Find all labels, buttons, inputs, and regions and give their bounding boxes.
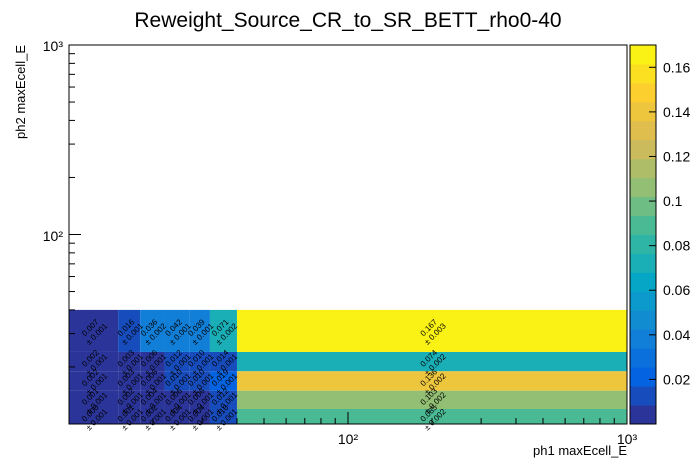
heatmap-cell xyxy=(164,390,190,409)
colorbar-band xyxy=(630,196,656,217)
y-tick-label: 10² xyxy=(43,228,64,244)
heatmap-cell xyxy=(164,309,190,352)
colorbar-band xyxy=(630,329,656,349)
heatmap-cell xyxy=(164,408,190,424)
colorbar-band xyxy=(630,348,656,368)
colorbar-band xyxy=(630,177,656,198)
heatmap-cell xyxy=(209,408,237,424)
colorbar-tick-label: 0.04 xyxy=(663,327,690,343)
y-tick-labels: 10² 10³ xyxy=(43,38,64,244)
colorbar-band xyxy=(630,82,656,103)
heatmap-cell xyxy=(209,309,237,352)
heatmap-cell xyxy=(69,390,119,409)
heatmap-cell xyxy=(118,351,141,372)
heatmap-cell xyxy=(164,351,190,372)
colorbar-tick-label: 0.1 xyxy=(663,193,683,209)
heatmap-cell xyxy=(236,390,627,409)
colorbar-tick-label: 0.08 xyxy=(663,238,690,254)
x-axis-label: ph1 maxEcell_E xyxy=(533,443,627,458)
colorbar-band xyxy=(630,215,656,235)
heatmap-cell xyxy=(118,390,141,409)
heatmap-cell xyxy=(118,309,141,352)
colorbar xyxy=(630,45,656,425)
colorbar-tick-label: 0.06 xyxy=(663,282,690,298)
colorbar-band xyxy=(630,405,656,425)
colorbar-band xyxy=(630,234,656,254)
heatmap-cell xyxy=(209,371,237,391)
heatmap-cell xyxy=(118,371,141,391)
colorbar-band xyxy=(630,139,656,160)
heatmap-cell xyxy=(236,351,627,372)
heatmap-cell xyxy=(236,371,627,391)
heatmap-cell xyxy=(140,390,165,409)
heatmap-cell xyxy=(236,408,627,424)
y-axis-label: ph2 maxEcell_E xyxy=(13,45,28,139)
heatmap-cell xyxy=(189,408,210,424)
heatmap-cell xyxy=(209,351,237,372)
x-tick-label: 10² xyxy=(338,431,359,447)
colorbar-band xyxy=(630,63,656,84)
heatmap-cell xyxy=(189,351,210,372)
colorbar-tick-label: 0.12 xyxy=(663,148,690,164)
colorbar-band xyxy=(630,386,656,406)
heatmap-cell xyxy=(189,371,210,391)
heatmap-cell xyxy=(236,309,627,352)
colorbar-band xyxy=(630,310,656,330)
heatmap-cell xyxy=(118,408,141,424)
heatmap-cell xyxy=(69,408,119,424)
axis-ticks xyxy=(68,44,628,425)
heatmap-cell xyxy=(209,390,237,409)
colorbar-band xyxy=(630,291,656,311)
x-tick-labels: 10² 10³ xyxy=(338,431,638,447)
colorbar-band xyxy=(630,45,656,65)
heatmap-cell xyxy=(140,309,165,352)
heatmap-cell xyxy=(140,408,165,424)
heatmap-cell xyxy=(189,390,210,409)
colorbar-band xyxy=(630,272,656,292)
heatmap-cells xyxy=(69,309,627,424)
heatmap-cell xyxy=(189,309,210,352)
y-tick-label: 10³ xyxy=(43,38,64,54)
heatmap-cell xyxy=(140,371,165,391)
colorbar-band xyxy=(630,253,656,273)
colorbar-band xyxy=(630,367,656,387)
colorbar-frame xyxy=(629,44,657,425)
colorbar-ticks: 0.02 0.04 0.06 0.08 0.1 0.12 0.14 0.16 xyxy=(649,59,690,387)
chart-title: Reweight_Source_CR_to_SR_BETT_rho0-40 xyxy=(134,9,561,32)
colorbar-tick-label: 0.02 xyxy=(663,371,690,387)
colorbar-band xyxy=(630,101,656,122)
heatmap-cell xyxy=(140,351,165,372)
colorbar-band xyxy=(630,120,656,141)
heatmap-cell xyxy=(69,351,119,372)
heatmap-cell xyxy=(69,371,119,391)
heatmap-cell xyxy=(69,309,119,352)
heatmap-cell xyxy=(164,371,190,391)
colorbar-tick-label: 0.16 xyxy=(663,59,690,75)
x-tick-label: 10³ xyxy=(617,431,638,447)
colorbar-band xyxy=(630,158,656,179)
colorbar-tick-label: 0.14 xyxy=(663,104,690,120)
